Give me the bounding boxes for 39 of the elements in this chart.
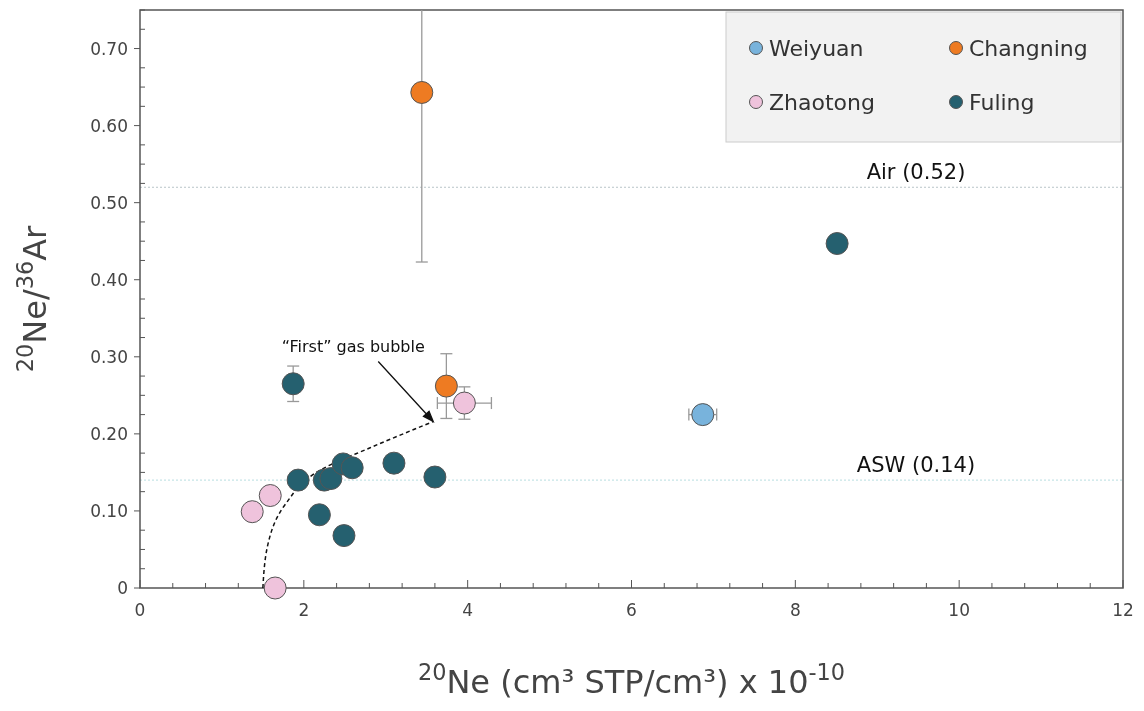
point — [240, 500, 264, 524]
y-tick-label: 0.20 — [90, 423, 128, 444]
point — [452, 391, 476, 415]
legend-label: Zhaotong — [769, 90, 875, 115]
x-tick-label: 2 — [298, 600, 310, 620]
y-tick-label: 0.50 — [90, 192, 128, 213]
x-tick-label: 8 — [789, 600, 801, 620]
x-tick-label: 6 — [626, 600, 637, 620]
y-tick-label: 0.30 — [90, 346, 128, 367]
point — [319, 467, 343, 491]
point — [423, 465, 447, 489]
point — [691, 403, 715, 427]
ref-line-label: ASW (0.14) — [856, 453, 976, 478]
annotation: “First” gas bubble — [281, 336, 425, 356]
point — [263, 576, 287, 600]
point — [825, 232, 849, 256]
point — [281, 372, 305, 396]
x-axis-title: $^{20}$Ne (cm³ STP/cm³) x 10$^{-10}$ — [417, 659, 846, 701]
x-tick-label: 0 — [134, 600, 146, 620]
legend-label: Weiyuan — [769, 36, 864, 61]
point — [258, 484, 282, 508]
y-tick-label: 0.40 — [90, 269, 128, 290]
point — [434, 374, 458, 398]
y-tick-label: 0.70 — [90, 38, 128, 59]
y-tick-label: 0.60 — [90, 115, 128, 136]
x-tick-label: 4 — [462, 600, 474, 620]
point — [307, 503, 331, 527]
point — [340, 456, 364, 480]
y-tick-label: 0 — [117, 578, 128, 598]
ref-line-label: Air (0.52) — [866, 160, 966, 185]
x-tick-label: 10 — [948, 600, 970, 620]
x-tick-label: 12 — [1112, 600, 1134, 620]
point — [332, 524, 356, 548]
legend-label: Changning — [969, 36, 1088, 61]
point — [382, 451, 406, 475]
y-tick-label: 0.10 — [90, 500, 128, 521]
legend-label: Fuling — [969, 90, 1035, 115]
point — [410, 80, 434, 104]
point — [286, 468, 310, 492]
